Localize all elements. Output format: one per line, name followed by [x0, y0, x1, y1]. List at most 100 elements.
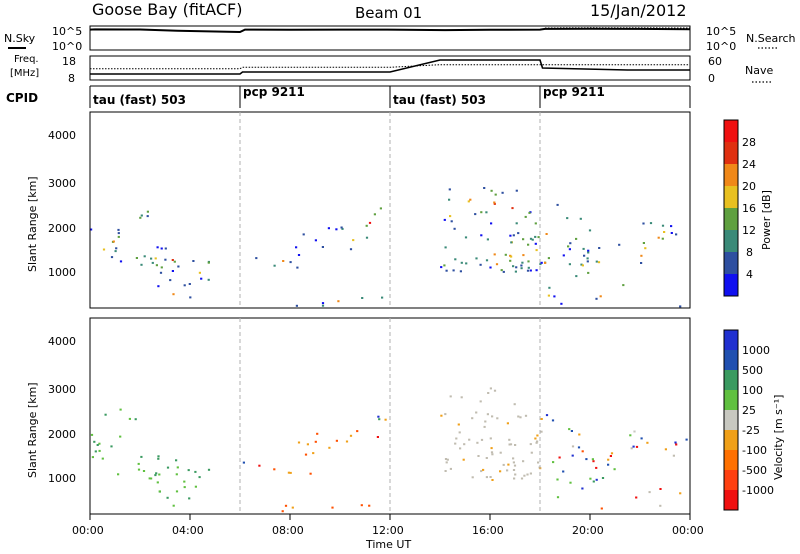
power-gap-lines: [239, 112, 541, 308]
velocity-cell: [471, 417, 474, 420]
velocity-gap-lines: [239, 318, 541, 514]
velocity-cell: [609, 455, 612, 457]
velocity-cell: [314, 440, 317, 443]
power-cell: [515, 189, 518, 192]
velocity-cell: [148, 477, 151, 480]
power-cell: [539, 263, 542, 266]
power-cell: [540, 261, 543, 264]
velocity-ylabel: Slant Range [km]: [26, 382, 39, 478]
velocity-cell: [512, 469, 516, 471]
power-cell: [464, 236, 468, 239]
velocity-cell: [570, 430, 573, 432]
power-cell: [321, 304, 325, 307]
velocity-cell: [156, 481, 159, 484]
velocity-cell: [480, 438, 484, 441]
power-colorbar-cell: [724, 186, 738, 208]
velocity-ytick-3000: 3000: [48, 383, 76, 396]
power-cell: [670, 232, 673, 234]
power-cell: [587, 249, 590, 252]
velocity-cell: [449, 395, 452, 398]
nsky-ytick-right-bottom: 10^0: [706, 40, 736, 53]
velocity-cell: [502, 463, 505, 466]
power-colorbar-cell: [724, 120, 738, 142]
velocity-cell: [477, 455, 480, 457]
power-cell: [640, 254, 643, 257]
velocity-colorbar-label: Velocity [m s⁻¹]: [772, 395, 785, 480]
power-cell: [173, 260, 176, 263]
velocity-colorbar-cell: [724, 490, 738, 510]
velocity-cell: [166, 466, 170, 469]
velocity-cell: [176, 466, 179, 469]
time-tick-label: 12:00: [372, 524, 404, 537]
power-cell: [467, 200, 470, 203]
power-cell: [164, 258, 167, 261]
power-cell: [587, 271, 590, 274]
velocity-cell: [157, 455, 160, 458]
velocity-cell: [188, 497, 191, 500]
power-cell: [504, 253, 507, 256]
velocity-cell: [592, 460, 595, 463]
freq-label-1: Freq.: [14, 54, 39, 65]
power-colorbar-cell: [724, 164, 738, 186]
power-cell: [502, 270, 505, 273]
power-cell: [515, 266, 518, 269]
power-cell: [490, 189, 493, 192]
time-tick-label: 16:00: [472, 524, 504, 537]
velocity-cell: [489, 387, 492, 390]
power-cell: [562, 254, 565, 257]
velocity-cell: [444, 470, 447, 472]
velocity-cell: [345, 440, 349, 443]
velocity-cell: [281, 510, 284, 513]
power-cell: [587, 251, 590, 254]
velocity-cell: [490, 447, 493, 450]
velocity-cell: [496, 417, 499, 420]
power-cell: [544, 261, 547, 264]
power-cell: [117, 228, 120, 231]
velocity-cell: [581, 487, 584, 490]
velocity-cell: [175, 459, 178, 462]
velocity-cell: [512, 457, 515, 460]
power-cell: [155, 264, 158, 267]
power-cell: [352, 239, 355, 242]
velocity-cell: [530, 451, 533, 454]
velocity-cell: [534, 437, 537, 440]
velocity-cell: [137, 462, 140, 465]
time-tick-label: 04:00: [172, 524, 204, 537]
power-colorbar-tick: 4: [746, 268, 753, 281]
power-cell: [547, 294, 550, 297]
power-cell: [349, 248, 353, 251]
velocity-cell: [595, 478, 598, 481]
power-cell: [443, 218, 446, 221]
power-cell: [448, 198, 451, 201]
velocity-cell: [297, 441, 301, 444]
velocity-cell: [440, 414, 443, 417]
velocity-cell: [140, 455, 143, 458]
velocity-cell: [490, 451, 494, 454]
cpid-segments: tau (fast) 503 pcp 9211 tau (fast) 503 p…: [89, 85, 691, 108]
velocity-cell: [659, 488, 662, 490]
velocity-cell: [119, 408, 122, 411]
power-cell: [448, 188, 451, 191]
velocity-cell: [595, 466, 598, 469]
power-cell: [189, 296, 192, 299]
power-cell: [160, 247, 163, 250]
power-cell: [679, 305, 682, 308]
velocity-cell: [150, 477, 153, 480]
power-cell: [117, 232, 120, 235]
velocity-cell: [664, 448, 667, 451]
power-cell: [493, 253, 496, 256]
velocity-cell: [522, 460, 525, 463]
power-cell: [529, 237, 533, 240]
power-cell: [534, 242, 537, 245]
power-cell: [526, 269, 530, 272]
power-cell: [449, 215, 452, 218]
power-ytick-1000: 1000: [48, 266, 76, 279]
power-cell: [522, 254, 525, 257]
velocity-cell: [172, 504, 175, 507]
power-cell: [440, 266, 443, 269]
power-cell: [321, 302, 325, 305]
power-cell: [337, 300, 340, 303]
velocity-cell: [96, 444, 99, 446]
nsky-ytick-bottom: 10^0: [52, 40, 82, 53]
velocity-cell: [273, 468, 276, 471]
